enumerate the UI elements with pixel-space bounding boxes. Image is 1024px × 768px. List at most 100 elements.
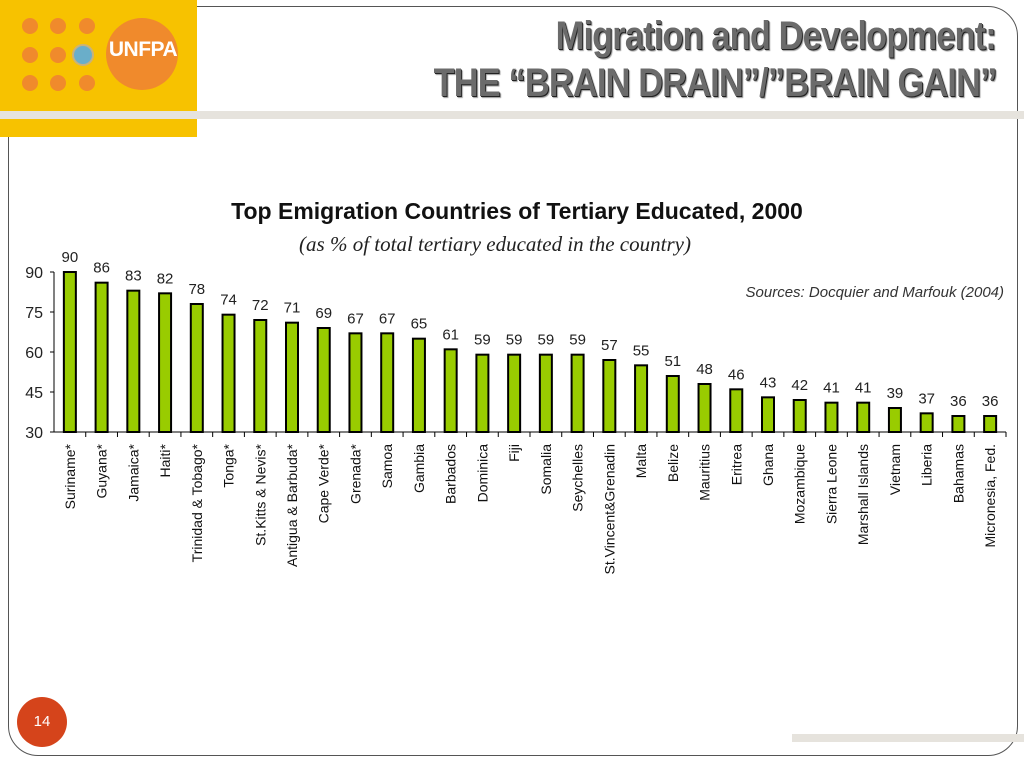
logo-dot — [79, 75, 95, 91]
bar — [729, 388, 744, 434]
bar — [285, 321, 299, 433]
data-label: 90 — [62, 249, 79, 266]
data-label: 41 — [855, 380, 872, 397]
x-category-label: Micronesia, Fed. — [982, 444, 998, 547]
bar — [443, 348, 458, 434]
data-label: 67 — [347, 310, 364, 327]
logo-dot — [50, 47, 66, 63]
data-label: 59 — [506, 332, 523, 349]
un-emblem-icon — [72, 44, 94, 66]
y-tick-label: 30 — [25, 425, 43, 442]
bar — [983, 415, 998, 433]
x-category-label: Barbados — [443, 444, 459, 504]
data-label: 37 — [918, 390, 935, 407]
x-category-label: Sierra Leone — [823, 444, 839, 524]
x-category-label: Bahamas — [950, 444, 966, 503]
x-category-label: Mauritius — [697, 444, 713, 501]
y-tick-label: 75 — [25, 305, 43, 322]
data-label: 59 — [474, 332, 491, 349]
data-label: 43 — [760, 374, 777, 391]
bar — [570, 353, 585, 433]
data-label: 36 — [982, 393, 999, 410]
footer-divider — [792, 734, 1024, 742]
bar — [475, 353, 490, 433]
x-category-label: Trinidad & Tobago* — [189, 443, 205, 562]
bar — [856, 401, 871, 433]
bar — [919, 412, 934, 434]
data-label: 72 — [252, 297, 269, 314]
bar — [761, 396, 775, 434]
data-label: 67 — [379, 310, 396, 327]
chart-title: Top Emigration Countries of Tertiary Edu… — [231, 198, 803, 224]
bar — [697, 383, 712, 433]
x-category-label: Jamaica* — [125, 443, 141, 501]
data-label: 42 — [791, 377, 808, 394]
data-label: 48 — [696, 361, 713, 378]
page-number-badge: 14 — [17, 697, 67, 747]
x-category-label: Dominica — [474, 444, 490, 503]
x-category-label: Suriname* — [62, 443, 78, 509]
data-label: 55 — [633, 342, 650, 359]
data-label: 86 — [93, 260, 110, 277]
x-category-label: Grenada* — [347, 443, 363, 503]
x-category-label: Seychelles — [570, 444, 586, 512]
y-tick-label: 90 — [25, 265, 43, 282]
logo-circle — [106, 18, 178, 90]
x-category-label: Haiti* — [157, 443, 173, 477]
data-label: 78 — [188, 281, 205, 298]
x-category-label: Vietnam — [887, 444, 903, 495]
x-category-label: Ghana — [760, 444, 776, 486]
x-category-label: Antigua & Barbuda* — [284, 443, 300, 567]
x-category-label: Malta — [633, 444, 649, 478]
data-label: 82 — [157, 270, 174, 287]
bar — [951, 415, 966, 433]
bar — [348, 332, 363, 434]
x-category-label: St.Kitts & Nevis* — [252, 443, 268, 545]
bar — [634, 364, 649, 434]
bar — [538, 353, 553, 433]
bar — [94, 281, 109, 433]
bar — [62, 271, 77, 433]
data-label: 39 — [887, 385, 904, 402]
data-label: 46 — [728, 366, 745, 383]
x-category-label: St.Vincent&Grenadin — [601, 444, 617, 575]
chart-source: Sources: Docquier and Marfouk (2004) — [745, 284, 1004, 301]
bar — [126, 289, 141, 433]
data-label: 69 — [315, 305, 332, 322]
data-label: 59 — [569, 332, 586, 349]
bar — [824, 401, 839, 433]
bar — [665, 375, 680, 433]
bar — [189, 303, 204, 433]
y-tick-label: 45 — [25, 385, 43, 402]
x-category-label: Guyana* — [94, 443, 110, 498]
bar — [507, 353, 522, 433]
logo-text: UNFPA — [108, 38, 178, 61]
chart-subtitle: (as % of total tertiary educated in the … — [299, 232, 691, 256]
data-label: 41 — [823, 380, 840, 397]
bar — [887, 407, 902, 433]
x-category-label: Gambia — [411, 444, 427, 493]
x-category-label: Tonga* — [221, 443, 237, 487]
bar — [221, 313, 236, 433]
data-label: 71 — [284, 300, 301, 317]
bar — [411, 337, 426, 433]
logo-dot — [50, 18, 66, 34]
x-category-label: Eritrea — [728, 444, 744, 485]
bar — [253, 319, 268, 433]
x-category-label: Liberia — [919, 444, 935, 486]
bar — [792, 399, 807, 433]
x-category-label: Fiji — [506, 444, 522, 462]
x-category-label: Samoa — [379, 444, 395, 489]
data-label: 51 — [664, 353, 681, 370]
bar — [380, 332, 395, 434]
data-label: 65 — [411, 316, 428, 333]
logo-dot — [79, 18, 95, 34]
data-label: 83 — [125, 268, 142, 285]
data-label: 74 — [220, 292, 237, 309]
x-category-label: Cape Verde* — [316, 443, 332, 523]
bar — [316, 327, 331, 433]
logo-dot — [22, 47, 38, 63]
x-category-label: Belize — [665, 444, 681, 482]
bar — [602, 359, 617, 433]
